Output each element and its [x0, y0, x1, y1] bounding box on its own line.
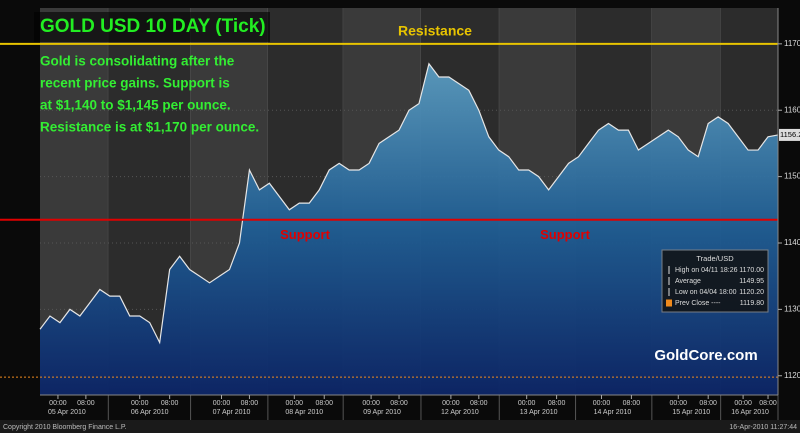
legend-label: Average: [675, 278, 701, 285]
copyright: Copyright 2010 Bloomberg Finance L.P.: [3, 424, 127, 431]
x-tick-label: 08:00: [241, 400, 259, 407]
price-area: [40, 63, 778, 396]
resistance-label: Resistance: [398, 23, 472, 39]
brand: GoldCore.com: [654, 347, 757, 364]
x-tick-label: 08:00: [470, 400, 488, 407]
x-tick-label: 00:00: [362, 400, 380, 407]
legend-label: Prev Close ----: [675, 300, 721, 307]
last-price-box: [779, 128, 800, 141]
x-tick-label: 00:00: [49, 400, 67, 407]
x-tick-label: 08:00: [161, 400, 179, 407]
legend-icon: [666, 299, 672, 307]
x-tick-label: 08:00: [759, 400, 777, 407]
x-tick-label: 08:00: [623, 400, 641, 407]
legend-value: 1170.00: [739, 267, 764, 274]
x-tick-label: 00:00: [734, 400, 752, 407]
annotation-line: recent price gains. Support is: [40, 76, 230, 91]
timestamp: 16-Apr-2010 11:27:44: [729, 424, 797, 431]
annotation-line: Gold is consolidating after the: [40, 54, 235, 69]
title-box: [34, 12, 270, 42]
legend-label: High on 04/11 18:26: [675, 267, 738, 274]
day-label: 16 Apr 2010: [731, 409, 769, 416]
x-tick-label: 00:00: [286, 400, 304, 407]
last-price-label: 1156.28: [780, 130, 800, 139]
y-tick-label: 1130: [784, 304, 800, 313]
annotation-line: Resistance is at $1,170 per ounce.: [40, 120, 259, 135]
day-label: 15 Apr 2010: [672, 409, 710, 416]
day-label: 08 Apr 2010: [285, 409, 323, 416]
y-tick-label: 1170: [784, 39, 800, 48]
y-tick-label: 1120: [784, 371, 800, 380]
day-label: 07 Apr 2010: [213, 409, 251, 416]
support-label: Support: [540, 227, 590, 242]
day-label: 14 Apr 2010: [594, 409, 632, 416]
x-tick-label: 08:00: [699, 400, 717, 407]
x-tick-label: 00:00: [131, 400, 149, 407]
legend-value: 1149.95: [739, 278, 764, 285]
day-label: 09 Apr 2010: [363, 409, 401, 416]
x-tick-label: 08:00: [315, 400, 333, 407]
legend-label: Low on 04/04 18:00: [675, 289, 737, 296]
x-tick-label: 08:00: [548, 400, 566, 407]
day-label: 12 Apr 2010: [441, 409, 479, 416]
y-tick-label: 1150: [784, 172, 800, 181]
legend-box: [661, 249, 769, 313]
day-label: 05 Apr 2010: [48, 409, 86, 416]
legend-value: 1119.80: [740, 300, 764, 307]
footer-bar: [0, 420, 800, 433]
day-label: 06 Apr 2010: [131, 409, 169, 416]
x-tick-label: 00:00: [518, 400, 536, 407]
y-tick-label: 1160: [784, 105, 800, 114]
x-tick-label: 00:00: [593, 400, 611, 407]
support-label: Support: [280, 227, 330, 242]
price-line: [39, 62, 779, 345]
y-tick-label: 1140: [784, 238, 800, 247]
legend-value: 1120.20: [739, 289, 764, 296]
day-label: 13 Apr 2010: [520, 409, 558, 416]
x-tick-label: 00:00: [670, 400, 688, 407]
x-tick-label: 00:00: [442, 400, 460, 407]
legend-title: Trade/USD: [696, 254, 734, 263]
annotation-line: at $1,140 to $1,145 per ounce.: [40, 98, 231, 113]
x-tick-label: 08:00: [77, 400, 95, 407]
chart-title: GOLD USD 10 DAY (Tick): [40, 16, 266, 37]
x-tick-label: 00:00: [213, 400, 231, 407]
x-tick-label: 08:00: [390, 400, 408, 407]
